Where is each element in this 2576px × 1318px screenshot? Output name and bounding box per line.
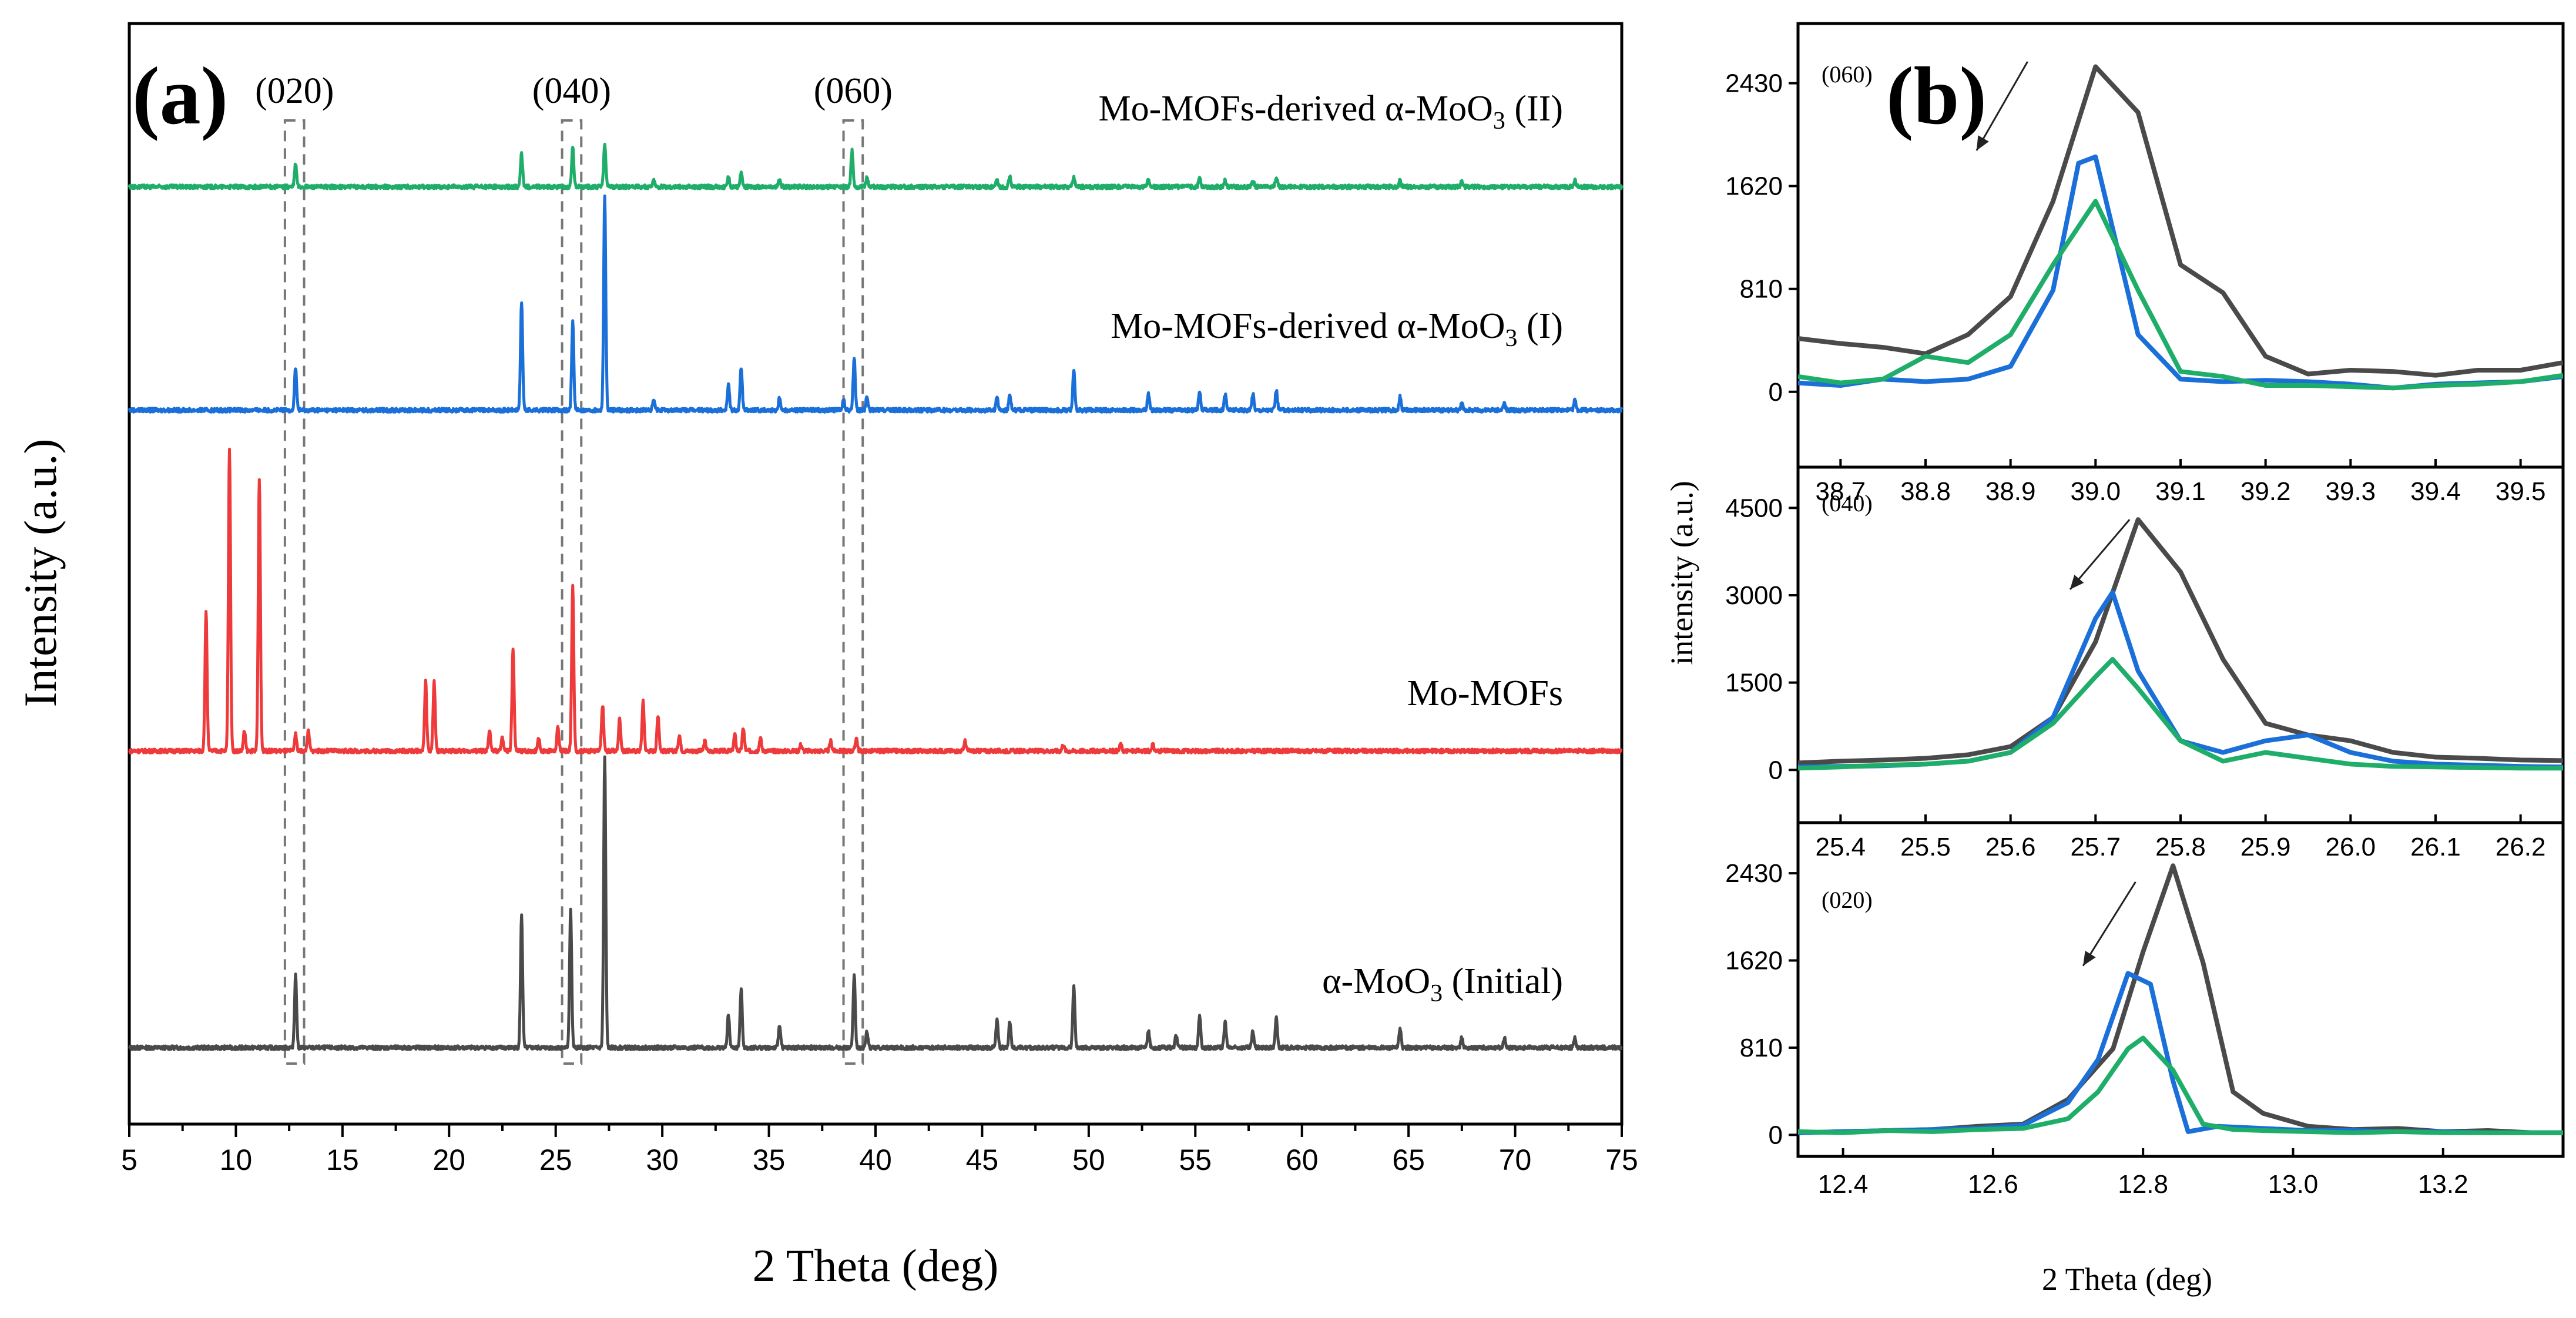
peak-box-040: [561, 119, 583, 1065]
series-line-moo3-initial: [1798, 517, 2563, 766]
x-tick-label-39.4: 39.4: [2410, 477, 2461, 506]
panel-a-xrd-overview: (020) (040) (060) 5 10 15 20 25 30 35 40 45 50 55 60 6…: [15, 22, 1638, 1291]
x-tick-label-39.5: 39.5: [2496, 477, 2546, 506]
x-tick-label-25.9: 25.9: [2240, 833, 2291, 861]
x-tick-label-26.2: 26.2: [2496, 833, 2546, 861]
panel-a-series-labels: α-MoO3 (Initial) Mo-MOFs Mo-MOFs-derived α…: [1099, 89, 1563, 1007]
x-tick-label-60: 60: [1286, 1143, 1319, 1176]
series-line-mo-mofs-derived-moo3-i: [128, 194, 1624, 414]
x-tick-label-39.0: 39.0: [2071, 477, 2121, 506]
series-label-mo-mofs-derived-moo3-i: Mo-MOFs-derived α-MoO3 (I): [1111, 306, 1563, 352]
series-line-moo3-initial: [1798, 64, 2563, 378]
x-tick-label-13.2: 13.2: [2418, 1170, 2468, 1199]
series-line-mo-mofs-derived-moo3-ii: [1798, 199, 2563, 391]
series-label-moo3-initial: α-MoO3 (Initial): [1322, 961, 1563, 1007]
peak-label-040: (040): [532, 71, 611, 111]
series-label-mo-mofs-derived-moo3-ii: Mo-MOFs-derived α-MoO3 (II): [1099, 89, 1563, 135]
peak-label-020: (020): [255, 71, 334, 111]
x-tick-label-26.1: 26.1: [2410, 833, 2461, 861]
x-tick-label-50: 50: [1072, 1143, 1105, 1176]
series-line-mo-mofs-derived-moo3-i: [1798, 971, 2563, 1135]
x-tick-label-5: 5: [121, 1143, 137, 1176]
y-tick-label-0: 0: [1769, 378, 1783, 407]
shift-arrow-line: [2082, 881, 2136, 967]
peak-highlight-boxes: (020) (040) (060): [255, 71, 893, 1065]
x-tick-label-39.1: 39.1: [2155, 477, 2206, 506]
peak-box-020: [283, 119, 306, 1065]
x-tick-label-35: 35: [753, 1143, 786, 1176]
y-tick-label-1620: 1620: [1725, 172, 1783, 201]
series-line-mo-mofs: [128, 447, 1623, 754]
x-tick-label-75: 75: [1605, 1143, 1638, 1176]
y-tick-label-0: 0: [1769, 1121, 1783, 1149]
x-tick-label-38.7: 38.7: [1816, 477, 1866, 506]
panel-a-y-axis-label: Intensity (a.u.): [15, 438, 66, 707]
subplot-annotation-020: (020): [1822, 887, 1873, 913]
shift-arrow-line: [1975, 61, 2028, 151]
subplot-frame: [1796, 821, 2565, 1158]
shift-arrow-head: [2069, 575, 2084, 590]
y-tick-label-2430: 2430: [1725, 69, 1783, 98]
x-tick-label-30: 30: [646, 1143, 679, 1176]
series-line-moo3-initial: [1798, 863, 2563, 1135]
x-tick-label-25: 25: [539, 1143, 572, 1176]
x-tick-label-40: 40: [859, 1143, 892, 1176]
panel-b-zoomed-peaks: 0 810 1620 2430 38.7 38.8 38.9 39.0 39.1 39.2 39.3…: [1664, 22, 2565, 1297]
x-tick-label-12.8: 12.8: [2118, 1170, 2168, 1199]
subplot-annotation-060: (060): [1822, 61, 1873, 88]
series-line-moo3-initial: [128, 755, 1623, 1051]
x-tick-label-10: 10: [220, 1143, 253, 1176]
shift-arrow-head: [2083, 950, 2096, 966]
x-tick-label-12.4: 12.4: [1818, 1170, 1869, 1199]
x-tick-label-12.6: 12.6: [1968, 1170, 2018, 1199]
x-tick-label-39.3: 39.3: [2326, 477, 2376, 506]
shift-arrow-head: [1976, 135, 1989, 151]
x-tick-label-65: 65: [1392, 1143, 1425, 1176]
x-tick-label-26.0: 26.0: [2326, 833, 2376, 861]
x-tick-label-20: 20: [432, 1143, 465, 1176]
panel-b-subplot-040: 0 1500 3000 4500 25.4 25.5 25.6 25.7 25.8 25.9 26.…: [1725, 465, 2565, 861]
panel-b-subplot-060: 0 810 1620 2430 38.7 38.8 38.9 39.0 39.1 39.2 39.3…: [1725, 22, 2565, 506]
series-label-mo-mofs: Mo-MOFs: [1407, 673, 1563, 713]
x-tick-label-70: 70: [1499, 1143, 1532, 1176]
x-tick-label-38.9: 38.9: [1985, 477, 2036, 506]
panel-b-subplot-020: 0 810 1620 2430 12.4 12.6 12.8 13.0 13.2 (020): [1725, 821, 2565, 1199]
x-tick-label-39.2: 39.2: [2240, 477, 2291, 506]
x-tick-label-25.8: 25.8: [2155, 833, 2206, 861]
y-tick-label-810: 810: [1740, 1034, 1783, 1062]
subplot-annotation-040: (040): [1822, 490, 1873, 517]
panel-b-x-axis-label: 2 Theta (deg): [2042, 1262, 2212, 1297]
y-tick-label-2430: 2430: [1725, 859, 1783, 888]
y-tick-label-3000: 3000: [1725, 581, 1783, 610]
x-tick-label-25.7: 25.7: [2071, 833, 2121, 861]
x-tick-label-15: 15: [326, 1143, 359, 1176]
panel-a-label: (a): [132, 51, 228, 142]
x-tick-label-55: 55: [1179, 1143, 1212, 1176]
y-tick-label-1500: 1500: [1725, 669, 1783, 697]
x-tick-label-13.0: 13.0: [2268, 1170, 2319, 1199]
y-tick-label-0: 0: [1769, 756, 1783, 784]
panel-b-label: (b): [1886, 51, 1987, 142]
y-tick-label-810: 810: [1740, 275, 1783, 304]
panel-a-series: [128, 143, 1624, 1051]
series-line-mo-mofs-derived-moo3-ii: [1798, 1035, 2563, 1135]
series-line-mo-mofs-derived-moo3-ii: [128, 143, 1624, 190]
y-tick-label-4500: 4500: [1725, 494, 1783, 522]
panel-b-y-axis-label: intensity (a.u.): [1664, 481, 1699, 665]
x-tick-label-25.4: 25.4: [1816, 833, 1866, 861]
x-tick-label-25.6: 25.6: [1985, 833, 2036, 861]
shift-arrow-line: [2069, 519, 2131, 591]
series-line-mo-mofs-derived-moo3-ii: [1798, 657, 2563, 771]
y-tick-label-1620: 1620: [1725, 947, 1783, 975]
x-tick-label-38.8: 38.8: [1900, 477, 1951, 506]
x-tick-label-25.5: 25.5: [1900, 833, 1951, 861]
peak-box-060: [842, 119, 864, 1065]
panel-a-x-ticks: 5 10 15 20 25 30 35 40 45 50 55 60 65 70 75: [121, 1124, 1638, 1176]
peak-label-060: (060): [814, 71, 893, 111]
x-tick-label-45: 45: [966, 1143, 999, 1176]
panel-a-x-axis-label: 2 Theta (deg): [753, 1240, 999, 1291]
